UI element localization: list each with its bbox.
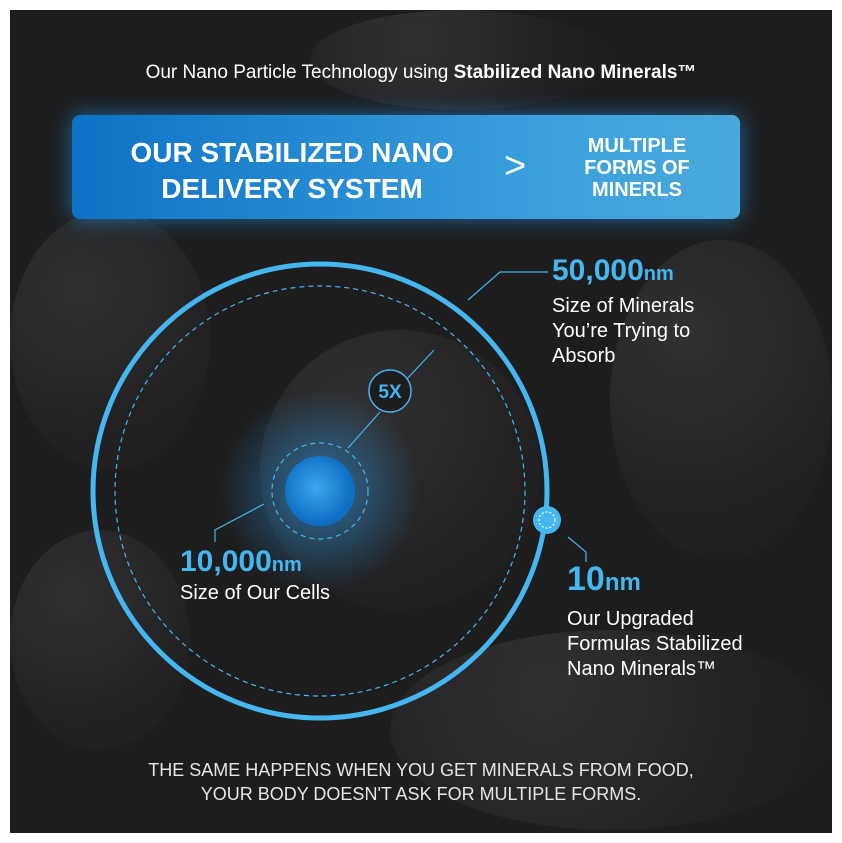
greater-than-symbol: > — [504, 145, 527, 187]
multiplier-line — [347, 411, 381, 449]
banner-right-line: MULTIPLE — [587, 135, 687, 157]
multiplier-label: 5X — [378, 382, 402, 403]
cells-size: 10,000nm — [180, 545, 330, 579]
desc-line: Formulas Stabilized — [567, 633, 743, 655]
nano-particle-dashed — [538, 511, 556, 529]
footer-note: THE SAME HAPPENS WHEN YOU GET MINERALS F… — [10, 758, 832, 806]
cells-label: 10,000nm Size of Our Cells — [180, 545, 330, 606]
nano-unit: nm — [604, 569, 641, 596]
desc-line: You’re Trying to — [552, 320, 691, 342]
cell-circle-dashed — [271, 442, 369, 540]
multiplier-badge — [368, 369, 412, 413]
title-bold: Stabilized Nano Minerals™ — [453, 62, 697, 83]
banner-right-line: FORMS OF — [584, 157, 690, 179]
cells-desc: Size of Our Cells — [180, 582, 331, 604]
banner-right-line: MINERLS — [592, 179, 682, 201]
minerals-value: 50,000 — [552, 254, 644, 287]
cells-unit: nm — [271, 554, 302, 576]
desc-line: Size of Minerals — [552, 295, 695, 317]
background-bubble — [390, 630, 832, 830]
multiplier-line — [405, 349, 435, 381]
nano-leader-line — [567, 536, 587, 562]
nano-desc: Our Upgraded Formulas Stabilized Nano Mine… — [567, 607, 743, 682]
mineral-circle — [90, 261, 550, 721]
nano-value: 10 — [567, 560, 605, 598]
infographic-panel: Our Nano Particle Technology using Stabi… — [10, 10, 832, 833]
background-bubble — [10, 530, 190, 750]
minerals-leader-line — [467, 271, 548, 301]
minerals-unit: nm — [643, 263, 674, 285]
banner-left-text: OUR STABILIZED NANO DELIVERY SYSTEM — [102, 135, 482, 207]
comparison-banner: OUR STABILIZED NANO DELIVERY SYSTEM > MUL… — [72, 115, 740, 219]
cells-value: 10,000 — [180, 545, 272, 578]
footer-line: YOUR BODY DOESN'T ASK FOR MULTIPLE FORMS… — [200, 784, 642, 804]
background-bubble — [310, 10, 610, 110]
banner-left-line: DELIVERY SYSTEM — [161, 173, 423, 204]
nano-label: 10nm Our Upgraded Formulas Stabilized Nano… — [567, 560, 743, 682]
page-title: Our Nano Particle Technology using Stabi… — [10, 62, 832, 84]
nano-particle-dot — [533, 506, 561, 534]
mineral-circle-dashed — [114, 285, 526, 697]
minerals-desc: Size of Minerals You’re Trying to Absorb — [552, 294, 694, 369]
minerals-size: 50,000nm — [552, 254, 694, 288]
desc-line: Absorb — [552, 345, 616, 367]
background-bubble — [10, 210, 210, 470]
cell-circle — [285, 456, 355, 526]
footer-line: THE SAME HAPPENS WHEN YOU GET MINERALS F… — [148, 760, 694, 780]
desc-line: Our Upgraded — [567, 608, 694, 630]
desc-line: Nano Minerals™ — [567, 658, 716, 680]
size-diagram: 5X — [90, 261, 587, 721]
cells-leader-line — [214, 503, 265, 542]
title-prefix: Our Nano Particle Technology using — [145, 62, 454, 83]
banner-right-text: MULTIPLE FORMS OF MINERLS — [552, 135, 722, 201]
nano-size: 10nm — [567, 560, 743, 599]
minerals-label: 50,000nm Size of Minerals You’re Trying t… — [552, 254, 694, 369]
background-bubble — [610, 240, 832, 560]
banner-left-line: OUR STABILIZED NANO — [130, 137, 454, 168]
